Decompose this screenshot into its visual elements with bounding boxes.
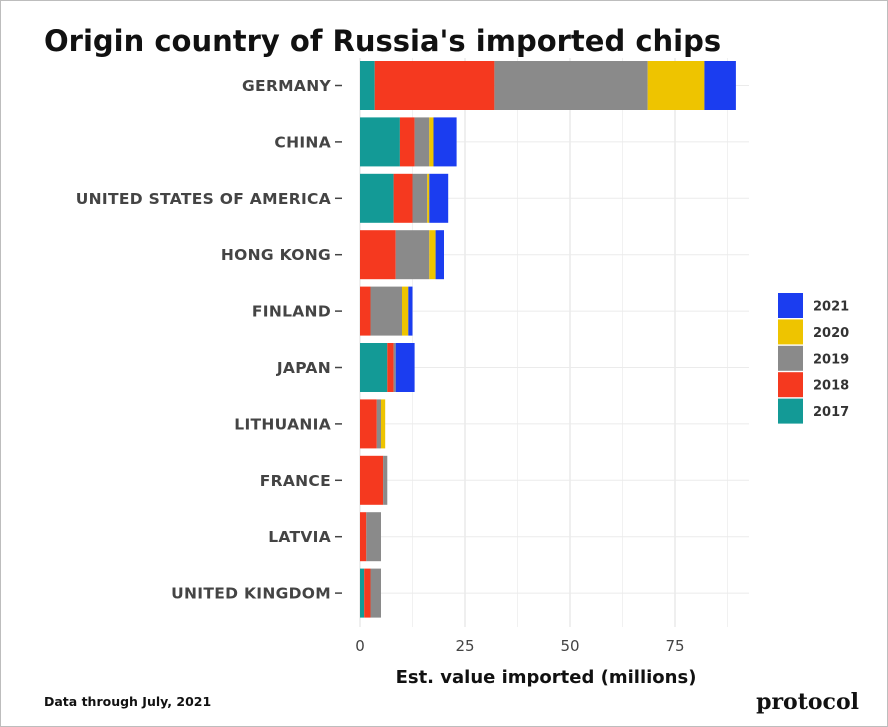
bar-segment-2021 <box>408 286 413 336</box>
bar-segment-2017 <box>360 343 388 392</box>
footnote: Data through July, 2021 <box>44 694 211 709</box>
category-label: FRANCE <box>260 472 331 490</box>
bar-segment-2018 <box>360 230 396 280</box>
bar-segment-2019 <box>414 117 430 167</box>
category-axis: GERMANY CHINA UNITED STATES OF AMERICA HONG… <box>76 77 342 603</box>
bar-segment-2017 <box>360 568 365 618</box>
legend-swatch-2018 <box>778 372 803 398</box>
bar-segment-2018 <box>374 61 495 110</box>
legend-label: 2021 <box>813 300 849 315</box>
bar-segment-2019 <box>376 399 381 449</box>
category-label: CHINA <box>274 133 331 151</box>
bar-segment-2019 <box>395 230 430 280</box>
bar-segment-2019 <box>366 512 381 562</box>
bar-segment-2019 <box>370 568 381 618</box>
x-axis-label: Est. value imported (millions) <box>396 667 697 688</box>
legend: 2021 2020 2019 2018 2017 <box>778 293 849 424</box>
bar-segment-2018 <box>360 455 384 505</box>
chart-title: Origin country of Russia's imported chip… <box>44 24 721 58</box>
bar-segment-2019 <box>383 455 388 505</box>
bar-segment-2018 <box>387 343 394 392</box>
bar-segment-2017 <box>360 61 375 110</box>
bar-segment-2018 <box>360 512 367 562</box>
bar-segment-2020 <box>429 230 436 280</box>
x-tick-label: 25 <box>455 637 474 655</box>
bar-segment-2018 <box>399 117 415 167</box>
legend-label: 2020 <box>813 326 849 341</box>
bar-segment-2020 <box>381 399 386 449</box>
x-tick-label: 75 <box>665 637 684 655</box>
bar-segment-2018 <box>364 568 371 618</box>
bar-segment-2021 <box>433 117 457 167</box>
category-label: LATVIA <box>268 528 331 546</box>
bar-segment-2020 <box>402 286 409 336</box>
x-axis-ticks: 0 25 50 75 <box>355 637 684 655</box>
bar-segment-2020 <box>429 117 434 167</box>
bars <box>360 61 736 618</box>
bar-segment-2018 <box>360 399 377 449</box>
x-tick-label: 0 <box>355 637 365 655</box>
category-label: JAPAN <box>276 359 331 377</box>
category-label: LITHUANIA <box>234 415 331 433</box>
legend-swatch-2021 <box>778 293 803 318</box>
brand-logo: protocol <box>756 689 859 715</box>
legend-label: 2018 <box>813 379 849 394</box>
bar-segment-2018 <box>393 173 413 223</box>
category-label: UNITED STATES OF AMERICA <box>76 190 331 208</box>
bar-segment-2019 <box>393 343 396 392</box>
bar-segment-2021 <box>704 61 736 110</box>
legend-label: 2017 <box>813 405 849 420</box>
bar-segment-2019 <box>494 61 648 110</box>
bar-segment-2017 <box>360 117 400 167</box>
category-label: UNITED KINGDOM <box>171 585 331 603</box>
bar-segment-2017 <box>360 173 394 223</box>
category-label: HONG KONG <box>221 246 331 264</box>
bar-segment-2018 <box>360 286 371 336</box>
bar-segment-2020 <box>427 173 430 223</box>
bar-segment-2021 <box>429 173 449 223</box>
legend-swatch-2017 <box>778 398 803 424</box>
bar-segment-2019 <box>370 286 402 336</box>
legend-swatch-2019 <box>778 345 803 371</box>
bar-segment-2020 <box>647 61 705 110</box>
category-label: FINLAND <box>252 303 331 321</box>
legend-swatch-2020 <box>778 319 803 345</box>
legend-label: 2019 <box>813 352 849 367</box>
bar-segment-2021 <box>435 230 444 280</box>
bar-segment-2021 <box>395 343 415 392</box>
x-tick-label: 50 <box>560 637 579 655</box>
bar-segment-2019 <box>412 173 428 223</box>
category-label: GERMANY <box>242 77 331 95</box>
